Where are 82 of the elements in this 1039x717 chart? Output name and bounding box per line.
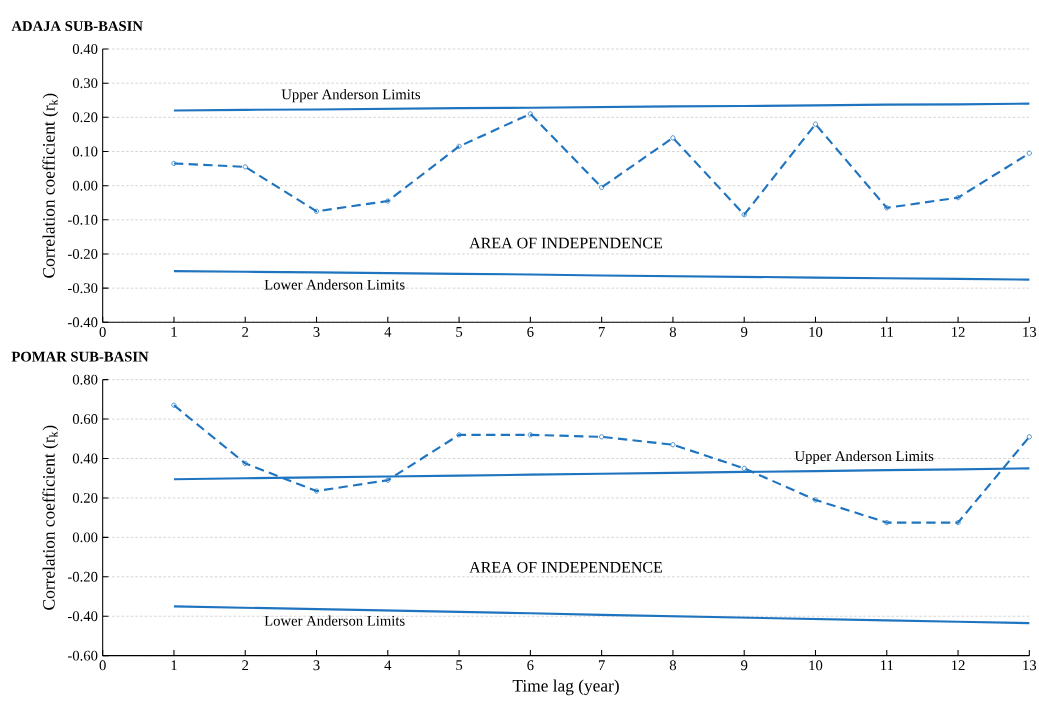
x-tick-label: 11 xyxy=(881,660,893,671)
x-tick-label: 10 xyxy=(809,660,823,671)
x-tick-label: 2 xyxy=(242,327,249,337)
x-tick-label: 9 xyxy=(741,327,748,337)
annotation: AREA OF INDEPENDENCE xyxy=(469,237,663,249)
point xyxy=(313,488,320,494)
chart-title: ADAJA SUB-BASIN xyxy=(11,21,143,31)
y-tick-label: -0.10 xyxy=(67,214,98,225)
x-tick-label: 4 xyxy=(384,327,392,337)
x-tick-label: 0 xyxy=(99,660,106,671)
x-tick-label: 10 xyxy=(809,327,823,337)
y-tick-label: 0.10 xyxy=(72,146,98,157)
x-tick-label: 11 xyxy=(881,327,893,337)
y-tick-label: 0.40 xyxy=(72,453,98,464)
y-tick-label: -0.40 xyxy=(67,611,98,622)
x-tick-label: 8 xyxy=(669,327,677,337)
point xyxy=(741,465,747,471)
annotation: AREA OF INDEPENDENCE xyxy=(469,561,663,573)
y-tick-label: 0.00 xyxy=(72,180,98,191)
point xyxy=(741,212,747,218)
point xyxy=(670,442,676,448)
x-tick-label: 1 xyxy=(171,327,177,337)
point xyxy=(171,160,177,166)
x-tick-label: 7 xyxy=(598,660,605,670)
y-tick-label: -0.40 xyxy=(67,317,98,328)
x-tick-label: 3 xyxy=(313,327,320,337)
y-tick-label: 0.00 xyxy=(72,532,98,543)
x-tick-label: 3 xyxy=(313,660,320,671)
x-tick-label: 5 xyxy=(456,327,463,337)
y-tick-label: -0.20 xyxy=(67,571,98,582)
x-tick-label: 12 xyxy=(952,327,965,337)
point xyxy=(527,432,533,438)
point xyxy=(527,111,533,117)
point xyxy=(884,520,890,526)
y-tick-label: -0.20 xyxy=(67,249,98,259)
x-tick-label: 12 xyxy=(952,660,965,671)
point xyxy=(385,477,391,483)
x-tick-label: 4 xyxy=(384,660,392,671)
y-tick-label: -0.30 xyxy=(67,283,98,294)
point xyxy=(670,135,676,141)
point xyxy=(599,184,605,190)
chart-title: POMAR SUB-BASIN xyxy=(11,351,149,362)
y-tick-label: 0.60 xyxy=(72,414,98,425)
point xyxy=(955,520,961,526)
point xyxy=(884,205,890,211)
y-tick-label: 0.20 xyxy=(72,492,98,503)
x-tick-label: 2 xyxy=(242,660,249,671)
y-tick-label: 0.20 xyxy=(72,112,98,123)
point xyxy=(171,402,177,408)
x-tick-label: 0 xyxy=(99,327,106,337)
x-tick-label: 13 xyxy=(1023,327,1037,337)
point xyxy=(1026,150,1032,156)
point xyxy=(599,434,605,440)
x-tick-label: 6 xyxy=(527,327,534,337)
x-tick-label: 9 xyxy=(741,660,748,671)
point xyxy=(1026,434,1032,440)
x-tick-label: 6 xyxy=(527,660,534,671)
series-label: Upper Anderson Limits xyxy=(281,89,421,103)
point xyxy=(242,164,248,170)
y-tick-label: 0.30 xyxy=(72,78,98,89)
y-tick-label: 0.80 xyxy=(72,374,98,385)
point xyxy=(812,121,819,127)
y-axis-title: Correlation coefficient (r$_{k}$) xyxy=(42,93,59,278)
x-tick-label: 7 xyxy=(598,327,605,337)
point xyxy=(955,195,961,201)
point xyxy=(242,460,248,466)
x-axis-title: Time lag (year) xyxy=(512,679,619,696)
point xyxy=(812,497,819,503)
x-tick-label: 5 xyxy=(456,660,463,671)
y-axis-title: Correlation coefficient (r$_{k}$) xyxy=(42,425,59,610)
point xyxy=(456,432,462,438)
point xyxy=(313,208,320,214)
series-label: Lower Anderson Limits xyxy=(264,279,405,290)
x-tick-label: 8 xyxy=(669,660,677,671)
x-tick-label: 1 xyxy=(171,660,177,671)
point xyxy=(385,198,391,204)
series-label: Upper Anderson Limits xyxy=(794,450,934,465)
x-tick-label: 13 xyxy=(1023,660,1037,671)
y-tick-label: -0.60 xyxy=(67,650,98,661)
y-tick-label: 0.40 xyxy=(72,44,98,54)
point xyxy=(456,143,462,149)
series-label: Lower Anderson Limits xyxy=(264,615,405,626)
